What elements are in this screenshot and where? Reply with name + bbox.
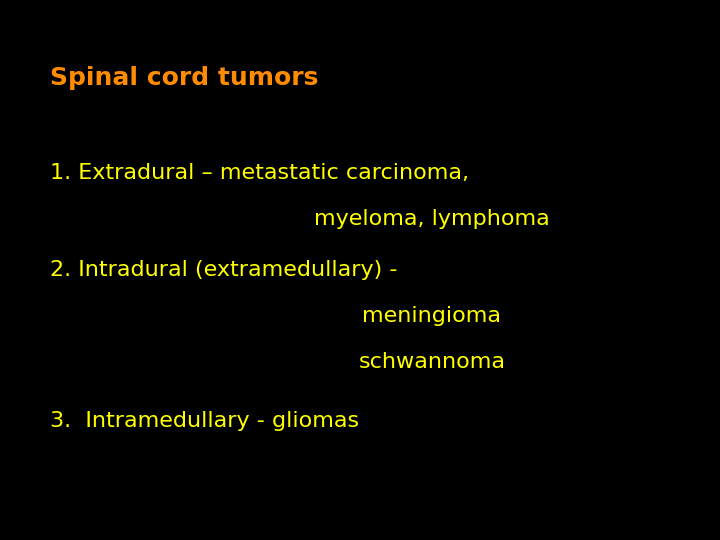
- Text: meningioma: meningioma: [362, 306, 502, 326]
- Text: 3.  Intramedullary - gliomas: 3. Intramedullary - gliomas: [50, 411, 359, 431]
- Text: schwannoma: schwannoma: [359, 352, 505, 372]
- Text: 2. Intradural (extramedullary) -: 2. Intradural (extramedullary) -: [50, 260, 398, 280]
- Text: myeloma, lymphoma: myeloma, lymphoma: [314, 208, 550, 229]
- Text: 1. Extradural – metastatic carcinoma,: 1. Extradural – metastatic carcinoma,: [50, 163, 469, 183]
- Text: Spinal cord tumors: Spinal cord tumors: [50, 66, 319, 90]
